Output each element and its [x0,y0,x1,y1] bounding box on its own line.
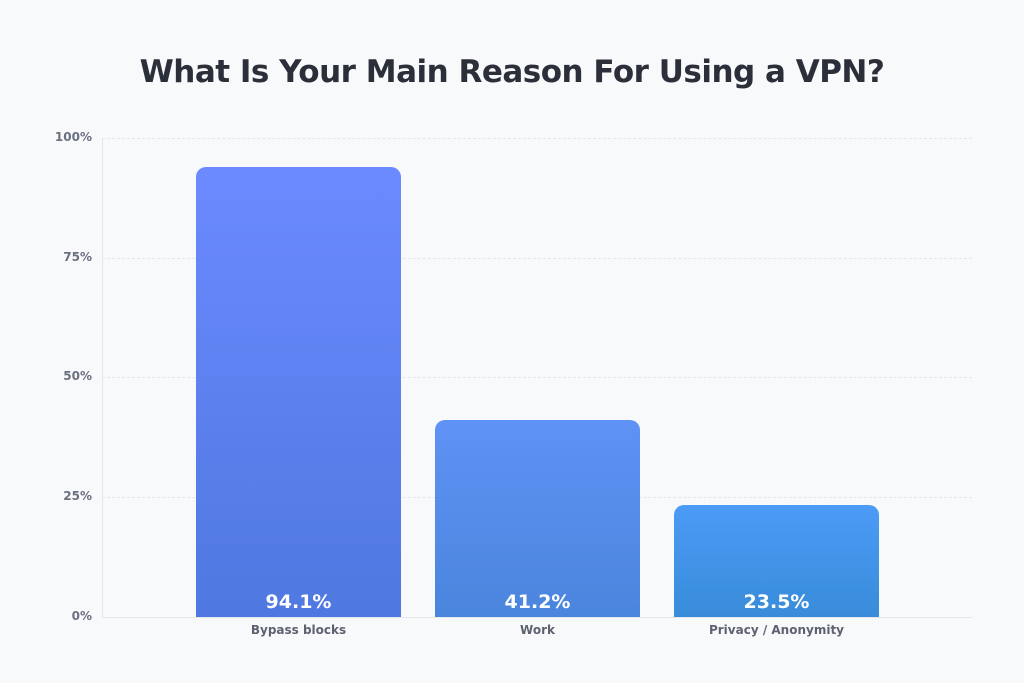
plot-area: 94.1% 41.2% 23.5% [102,138,972,617]
x-tick-privacy-anonymity: Privacy / Anonymity [708,623,845,637]
bar-work: 41.2% [435,420,640,617]
bar-value-label: 41.2% [504,591,571,613]
bar-privacy-anonymity: 23.5% [674,505,879,617]
x-tick-work: Work [520,623,555,637]
gridline-100 [102,138,972,139]
y-tick-50: 50% [63,369,92,383]
y-tick-0: 0% [71,609,92,623]
x-axis-line [102,617,972,618]
y-tick-100: 100% [54,130,92,144]
gridline-75 [102,258,972,259]
y-axis-line [102,138,103,618]
gridline-50 [102,377,972,378]
bar-value-label: 23.5% [743,591,810,613]
x-tick-bypass-blocks: Bypass blocks [250,623,347,637]
bar-value-label: 94.1% [265,591,332,613]
chart-title: What Is Your Main Reason For Using a VPN… [139,54,885,90]
y-tick-75: 75% [63,250,92,264]
bar-bypass-blocks: 94.1% [196,167,401,617]
y-tick-25: 25% [63,489,92,503]
